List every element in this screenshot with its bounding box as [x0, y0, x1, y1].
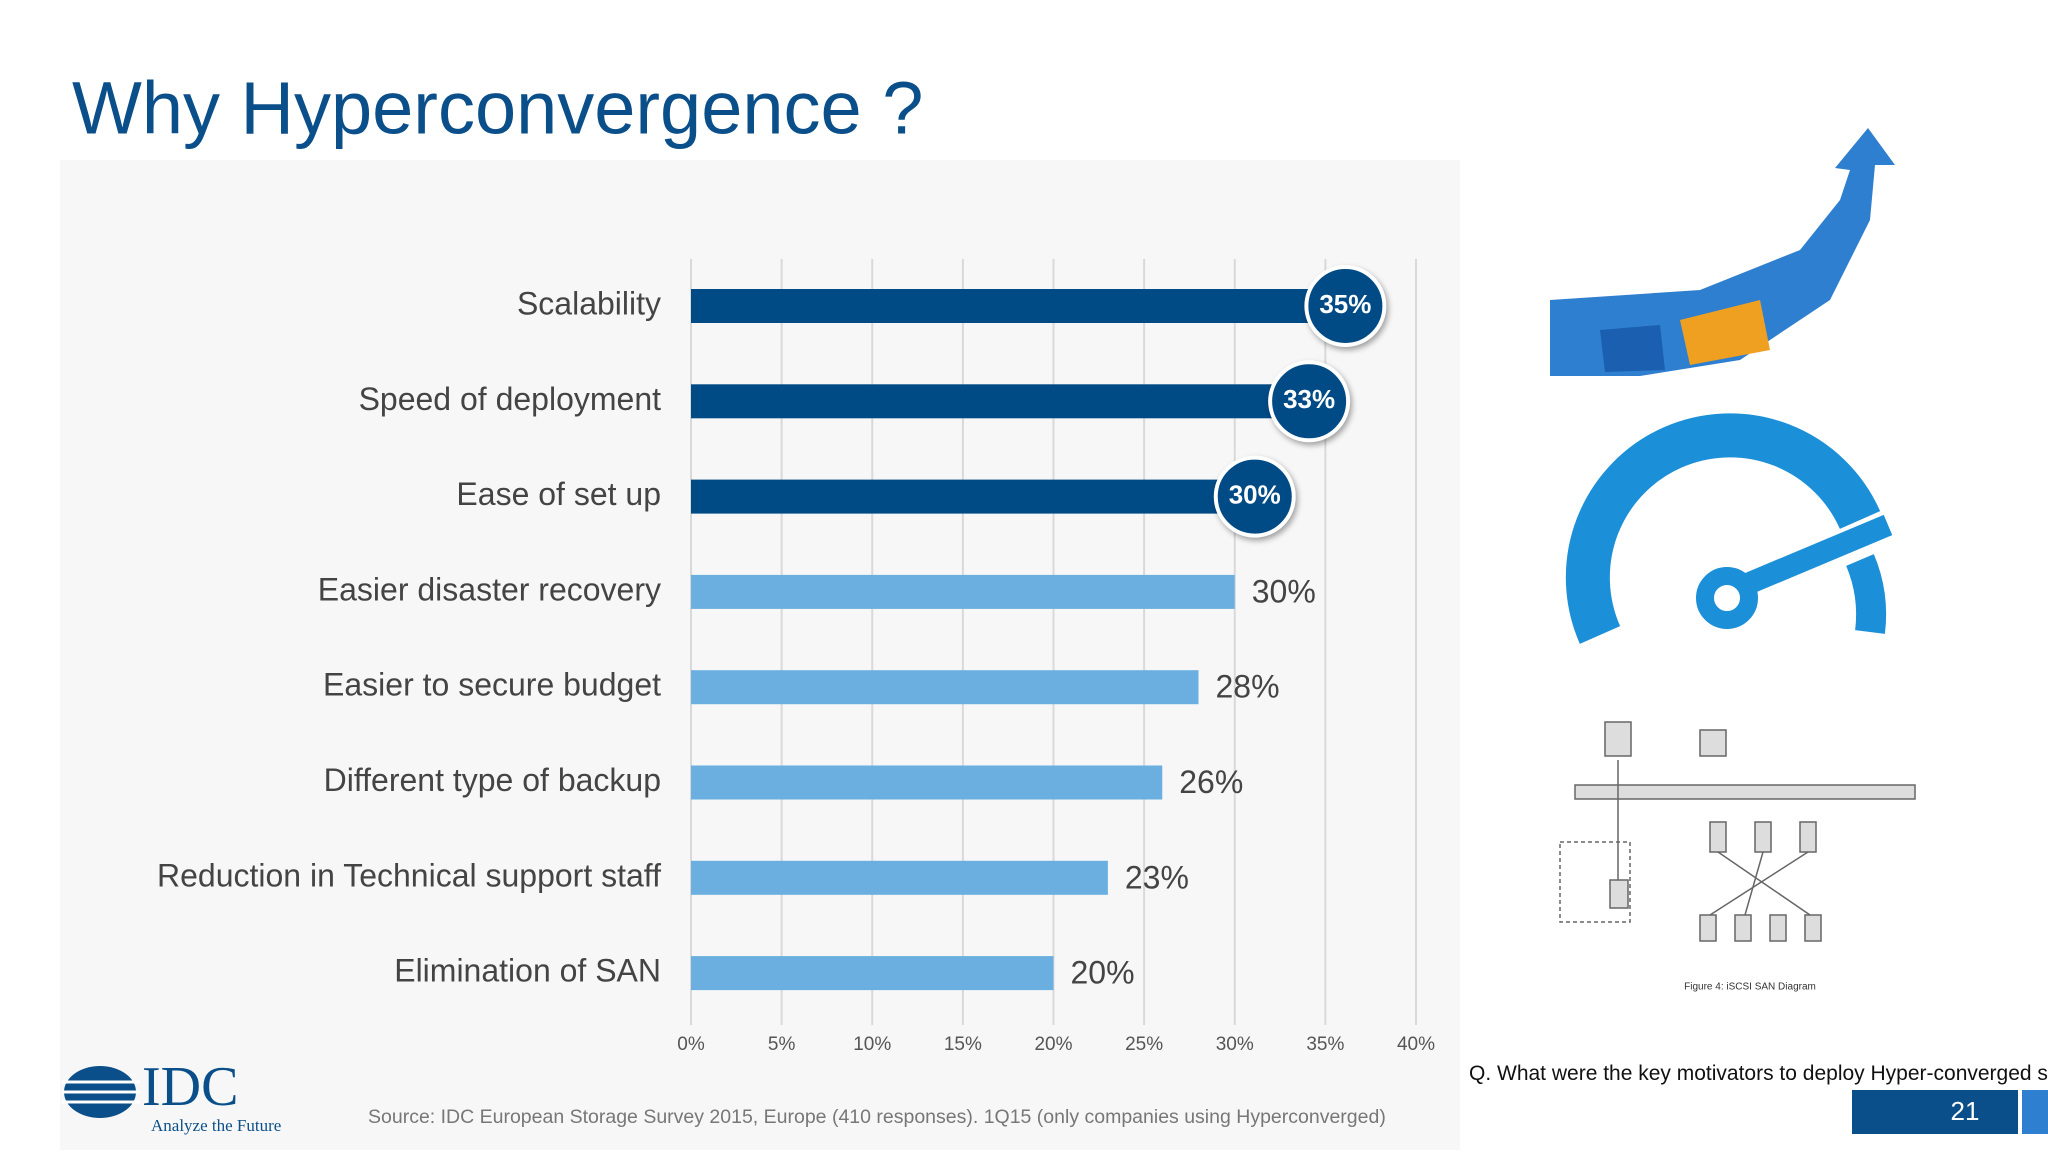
value-label: 23%	[1125, 859, 1189, 895]
x-tick-label: 20%	[1034, 1034, 1072, 1055]
arrow-image	[1550, 128, 1895, 376]
bar	[691, 289, 1326, 323]
bar	[691, 670, 1199, 705]
category-label: Different type of backup	[324, 762, 661, 798]
slide-title: Why Hyperconvergence ?	[72, 67, 923, 150]
category-label: Speed of deployment	[359, 381, 662, 417]
bar	[691, 956, 1054, 991]
page-strip	[2022, 1090, 2048, 1134]
category-label: Easier disaster recovery	[318, 571, 661, 607]
bar	[691, 860, 1108, 895]
logo-name: IDC	[142, 1056, 238, 1118]
category-label: Scalability	[517, 285, 661, 321]
x-tick-label: 10%	[853, 1034, 891, 1055]
value-badge	[1213, 455, 1296, 538]
diagram-caption: Figure 4: iSCSI SAN Diagram	[1684, 982, 1816, 993]
bar	[691, 479, 1235, 514]
page-number: 21	[1951, 1096, 1980, 1126]
logo: IDC Analyze the Future	[62, 1056, 281, 1135]
value-label: 20%	[1071, 955, 1135, 991]
value-badge	[1304, 265, 1387, 347]
value-label: 26%	[1179, 764, 1243, 800]
category-label: Easier to secure budget	[323, 667, 661, 703]
category-label: Ease of set up	[456, 476, 661, 512]
source: Source: IDC European Storage Survey 2015…	[368, 1106, 1386, 1128]
x-tick-label: 0%	[677, 1034, 705, 1055]
gauge-image	[1565, 413, 1893, 644]
value-label: 28%	[1216, 669, 1280, 705]
category-label: Elimination of SAN	[394, 953, 661, 989]
value-label: 30%	[1229, 479, 1281, 509]
x-tick-label: 25%	[1125, 1034, 1163, 1055]
question-text: Q. What were the key motivators to deplo…	[1469, 1062, 2048, 1085]
bar	[691, 765, 1163, 800]
category-label: Reduction in Technical support staff	[157, 857, 661, 893]
value-label: 30%	[1252, 573, 1316, 609]
value-badge	[1268, 360, 1351, 443]
bar	[691, 574, 1235, 609]
question: Q. What were the key motivators to deplo…	[1469, 1062, 2048, 1085]
value-label: 33%	[1283, 384, 1335, 414]
value-label: 35%	[1319, 289, 1371, 319]
x-tick-label: 35%	[1306, 1034, 1344, 1055]
x-tick-label: 40%	[1397, 1034, 1435, 1055]
x-tick-label: 15%	[944, 1034, 982, 1055]
bar	[691, 384, 1290, 419]
logo-tagline: Analyze the Future	[151, 1116, 281, 1135]
page-box	[1852, 1090, 2018, 1134]
x-tick-label: 5%	[768, 1034, 796, 1055]
network-diagram: Figure 4: iSCSI SAN Diagram	[1559, 721, 1916, 993]
x-tick-label: 30%	[1216, 1034, 1254, 1055]
